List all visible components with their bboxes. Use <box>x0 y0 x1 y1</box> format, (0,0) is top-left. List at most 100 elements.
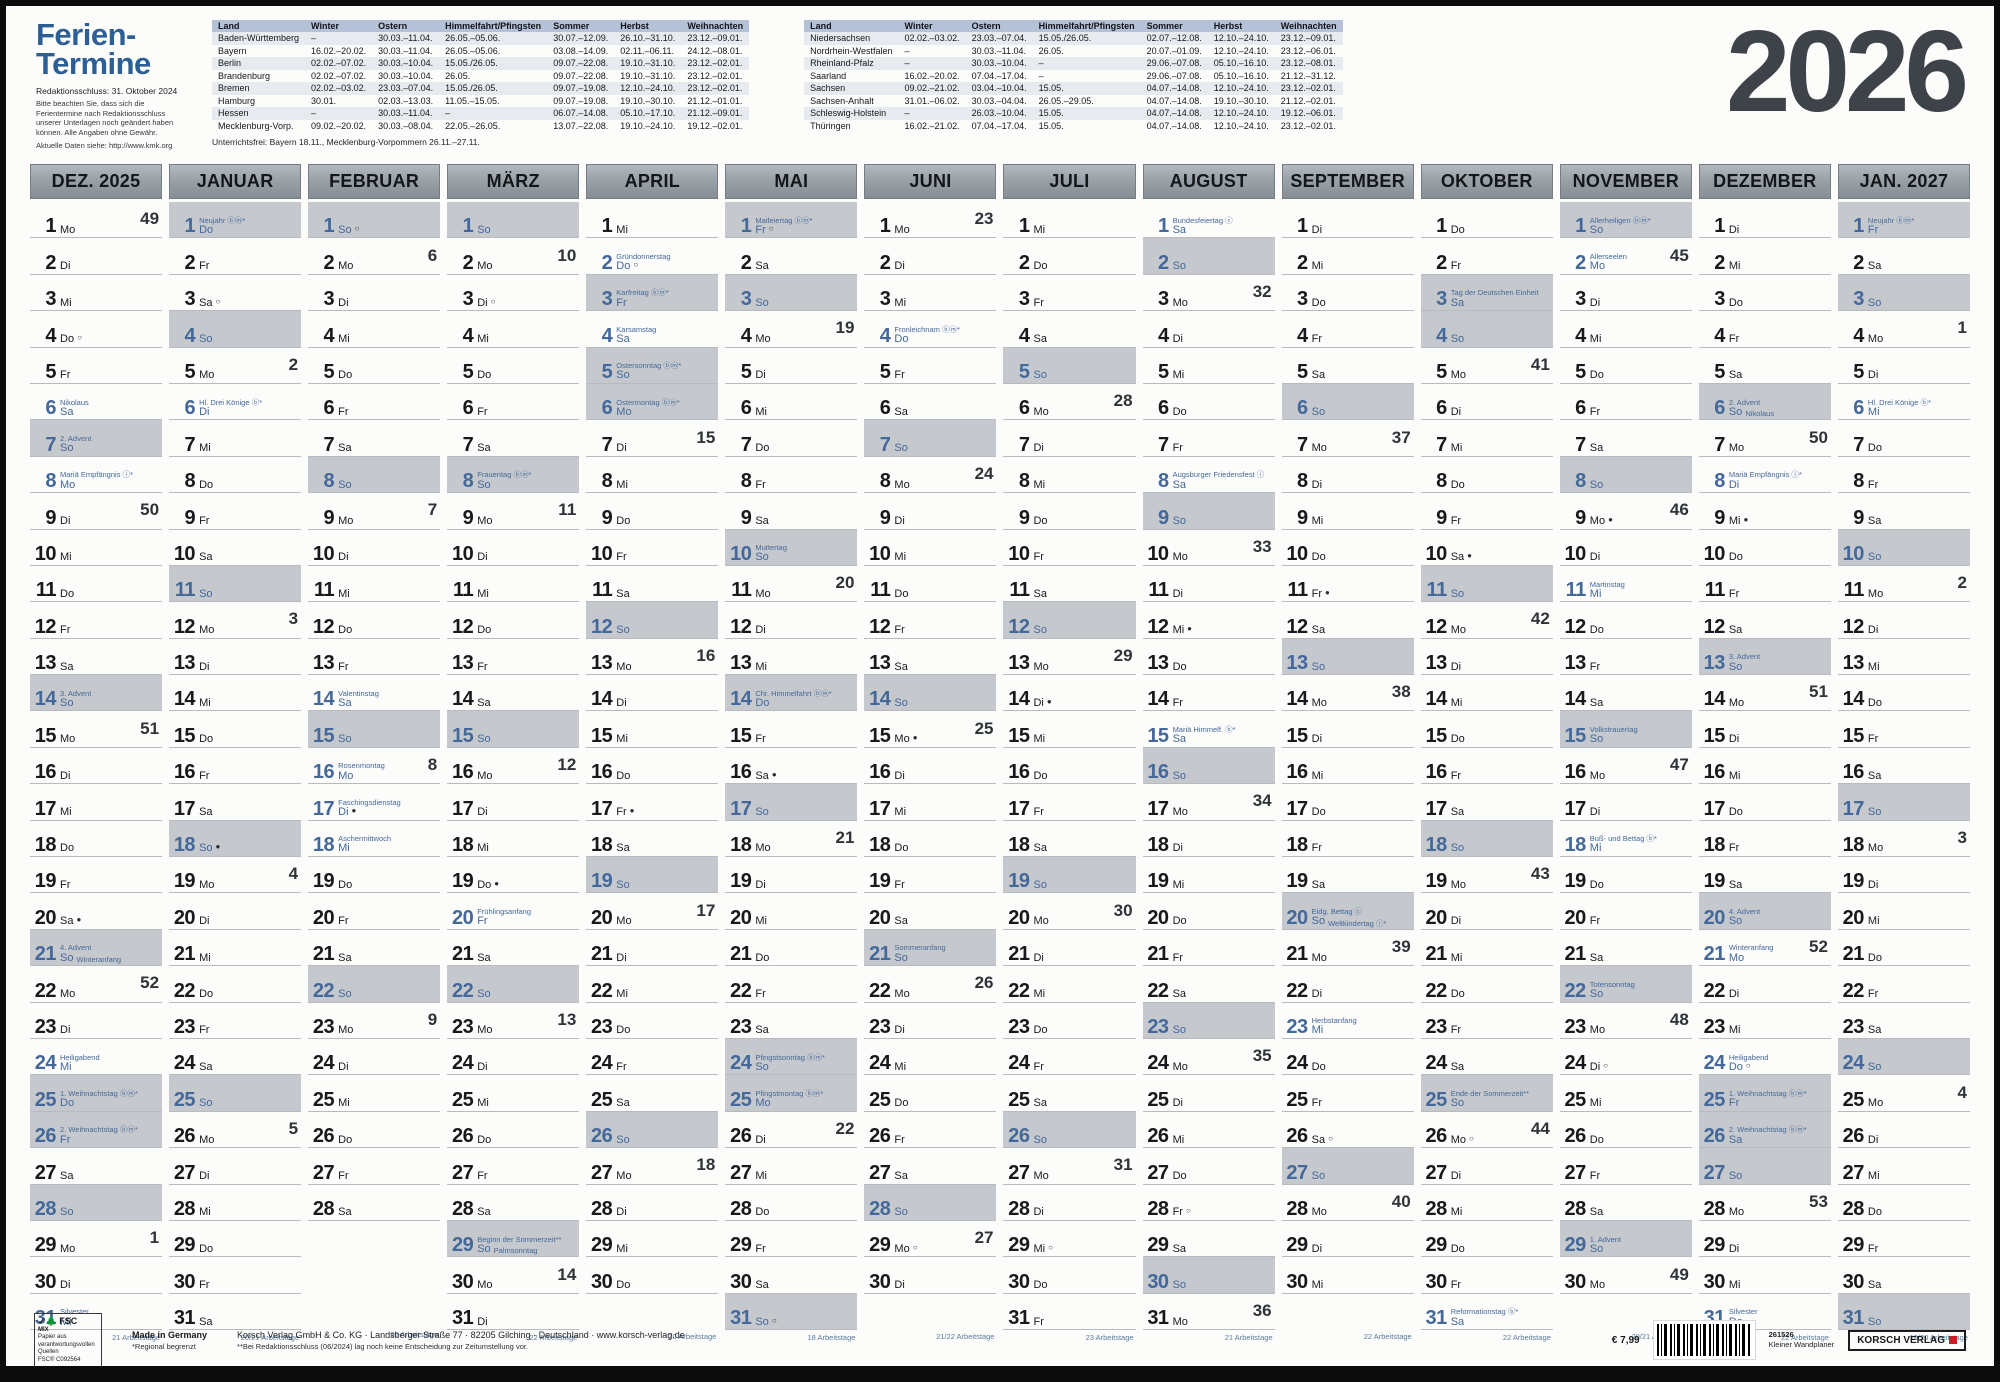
day-row: 18 Di <box>1142 821 1275 858</box>
weekday-line: Sa <box>1868 515 1968 528</box>
day-row: 5 Di <box>725 348 858 384</box>
weekday-line: Fr <box>338 1170 438 1183</box>
weekday-label: Sa <box>60 915 74 928</box>
day-row: 18 Mo 3 <box>1837 821 1970 858</box>
weekday-label: Fr <box>894 624 905 637</box>
weekday-line: Mi <box>1312 1025 1412 1037</box>
weekday-line: Sa <box>1451 1316 1551 1329</box>
day-row: 7 Di 15 <box>586 420 719 457</box>
weekday-label: Mo <box>1172 551 1188 564</box>
day-mid: So <box>616 879 716 892</box>
day-mid: Di <box>199 916 299 928</box>
day-mid: So <box>1451 588 1551 601</box>
day-row: 4 Mo 1 <box>1837 311 1970 348</box>
day-mid: Mi <box>1033 224 1133 237</box>
weekday-label: Di <box>199 405 210 418</box>
day-mid: Di <box>477 1061 577 1074</box>
day-row: 19 Di <box>725 857 858 894</box>
day-row: 25 Fr <box>1281 1075 1414 1112</box>
weekday-label: So <box>1867 1315 1882 1328</box>
day-mid: Do <box>338 625 438 637</box>
weekday-line: Mo <box>1312 443 1392 455</box>
weekday-label: Fr <box>1589 915 1601 928</box>
day-number: 12 <box>869 615 891 638</box>
day-mid: Mo <box>1312 952 1392 965</box>
ferien-row: Thüringen 16.02.–21.02. 07.04.–17.04. 15.05… <box>804 120 1342 133</box>
weekday-line: Do <box>1312 807 1412 819</box>
weekday-label: Di <box>616 442 627 455</box>
day-row: 3 Mi <box>30 275 163 312</box>
weekday-label: Mi <box>1311 1279 1324 1292</box>
date-range: 26.05. <box>1038 45 1064 56</box>
week-number: 51 <box>1809 682 1828 702</box>
day-row: 10 Mi <box>30 530 163 566</box>
day-number: 2 <box>462 251 474 274</box>
day-mid: Mo <box>477 515 558 528</box>
weekday-line: So <box>199 333 299 346</box>
day-number: 17 <box>1842 797 1865 820</box>
month-days: 1 Di 2 Mi 3 Do 4 Fr 5 Sa 6 2. Advent So Nikolaus 7 Mo 50… <box>1698 202 1831 1331</box>
weekday-label: Mi <box>1867 915 1880 928</box>
day-row: 13 3. Advent So <box>1698 638 1831 676</box>
day-mid: Mo <box>1173 807 1253 819</box>
day-number: 1 <box>879 215 891 238</box>
weekday-label: So <box>755 1060 769 1073</box>
ferien-col-header: Herbst <box>614 20 682 32</box>
date-range: 03.08.–14.09. <box>553 45 609 56</box>
weekday-line: Do ● <box>477 879 577 892</box>
weekday-label: So <box>1867 806 1882 819</box>
day-mid: Do <box>199 479 299 492</box>
day-mid: Mi ○ <box>1033 1243 1133 1256</box>
day-mid: Di <box>1173 333 1273 346</box>
weekday-label: Mi <box>338 1097 350 1110</box>
day-number: 12 <box>1286 615 1308 638</box>
day-row: 28 Mi <box>1420 1185 1553 1221</box>
day-row: 30 Do <box>586 1257 719 1294</box>
state-name: Schleswig-Holstein <box>804 107 899 120</box>
weekday-label: Sa <box>755 1279 769 1292</box>
day-mid: Mi <box>1868 661 1968 674</box>
day-number: 24 <box>869 1052 891 1075</box>
weekday-label: So <box>199 1097 213 1110</box>
weekday-label: So <box>616 624 630 637</box>
weekday-label: Do <box>477 369 492 382</box>
day-number: 2 <box>879 251 891 274</box>
weekday-label: Do <box>1728 1060 1743 1073</box>
day-row: 23 Sa <box>725 1003 858 1039</box>
weekday-label: Do <box>1589 624 1604 637</box>
weekday-label: Mi <box>1172 878 1185 891</box>
date-range: 30.03.–10.04. <box>372 57 440 70</box>
day-number: 9 <box>601 506 613 529</box>
day-row: 2 Di <box>30 238 163 275</box>
day-mid: Fr <box>1033 807 1133 819</box>
day-number: 3 <box>184 288 196 311</box>
weekday-line: Di <box>1173 843 1273 855</box>
weekday-line: Mo <box>338 515 428 528</box>
weekday-label: Di <box>60 514 71 527</box>
date-range: 24.12.–08.01. <box>687 45 743 56</box>
week-number: 22 <box>835 1118 855 1138</box>
day-mid: Do <box>1729 552 1829 564</box>
day-number: 28 <box>312 1197 335 1220</box>
weekday-label: Di <box>199 1170 210 1182</box>
weekday-label: Mo <box>616 1170 632 1182</box>
weekday-label: Mi <box>1311 260 1324 273</box>
weekday-label: Mi <box>1728 514 1741 527</box>
day-number: 15 <box>591 724 613 747</box>
weekday-label: Di <box>1728 1242 1740 1255</box>
day-row: 6 Fr <box>308 384 441 421</box>
day-row: 29 Do <box>1420 1221 1553 1258</box>
weekday-line: Fr <box>894 625 994 637</box>
day-mid: Di <box>1729 988 1829 1001</box>
weekday-line: Mo <box>60 479 160 492</box>
weekday-label: So <box>616 1133 630 1146</box>
day-row: 20 Mo 17 <box>586 893 719 930</box>
weekday-line: Fr <box>1729 333 1829 346</box>
weekday-label: Di <box>1589 806 1601 819</box>
weekday-line: So ○ <box>755 1316 855 1329</box>
weekday-label: Fr <box>1589 405 1601 418</box>
day-mid: Mo <box>1590 1280 1670 1292</box>
day-number: 17 <box>869 797 891 820</box>
day-number: 20 <box>312 906 335 929</box>
day-number: 30 <box>1286 1270 1308 1293</box>
